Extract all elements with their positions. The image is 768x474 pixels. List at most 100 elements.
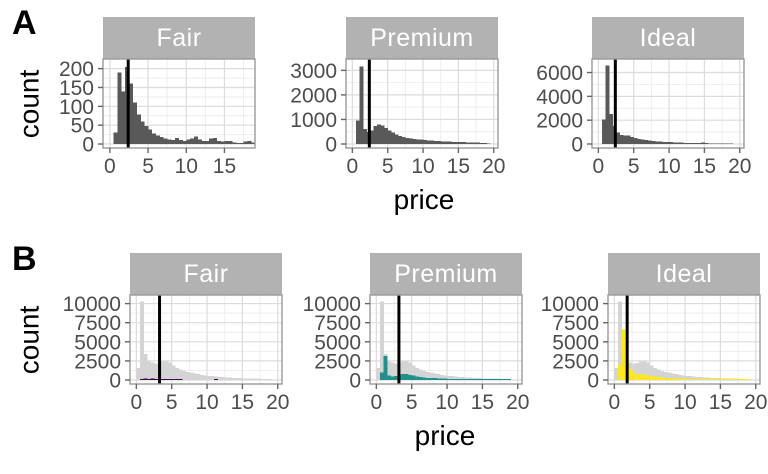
panel-row-b-label: B xyxy=(12,240,37,278)
x-tick-label: 20 xyxy=(482,155,505,178)
x-tick-label: 5 xyxy=(142,155,154,178)
y-tick-label: 10000 xyxy=(541,293,599,316)
y-tick-label: 7500 xyxy=(314,312,361,335)
x-tick-label: 20 xyxy=(506,391,529,414)
y-tick-label: 2000 xyxy=(290,84,337,107)
facet-strip-premium-b: Premium xyxy=(370,253,522,295)
x-tick-label: 5 xyxy=(166,391,178,414)
panel-border xyxy=(129,294,283,385)
panel-border xyxy=(607,294,761,385)
y-tick-label: 200 xyxy=(59,58,94,81)
x-tick-label: 10 xyxy=(657,155,680,178)
x-tick-label: 0 xyxy=(131,391,143,414)
x-tick-label: 5 xyxy=(644,391,656,414)
y-tick-label: 150 xyxy=(59,77,94,100)
y-tick-label: 0 xyxy=(82,134,94,157)
facet-strip-ideal-a: Ideal xyxy=(592,17,744,59)
y-tick-label: 7500 xyxy=(552,312,599,335)
y-tick-label: 10000 xyxy=(303,293,361,316)
panel-border xyxy=(369,294,523,385)
x-tick-label: 15 xyxy=(447,155,470,178)
y-tick-label: 10000 xyxy=(63,293,121,316)
x-tick-label: 5 xyxy=(628,155,640,178)
x-tick-label: 0 xyxy=(104,155,116,178)
y-tick-label: 100 xyxy=(59,96,94,119)
x-tick-label: 20 xyxy=(266,391,289,414)
y-tick-label: 0 xyxy=(349,370,361,393)
facet-strip-label: Ideal xyxy=(655,259,713,288)
y-tick-label: 5000 xyxy=(314,331,361,354)
y-tick-label: 0 xyxy=(587,370,599,393)
y-tick-label: 1000 xyxy=(290,109,337,132)
y-tick-label: 0 xyxy=(325,134,337,157)
facet-strip-label: Fair xyxy=(183,259,229,288)
count-axis-title-text-b: count xyxy=(13,305,44,375)
facet-strip-premium-a: Premium xyxy=(346,17,498,59)
x-tick-label: 15 xyxy=(213,155,236,178)
panel-border xyxy=(591,58,745,149)
y-tick-label: 3000 xyxy=(290,60,337,83)
x-tick-label: 0 xyxy=(609,391,621,414)
x-tick-label: 10 xyxy=(195,391,218,414)
x-tick-label: 15 xyxy=(471,391,494,414)
facet-strip-label: Premium xyxy=(394,259,498,288)
facet-strip-label: Premium xyxy=(370,23,474,52)
y-tick-label: 0 xyxy=(109,370,121,393)
x-tick-label: 0 xyxy=(593,155,605,178)
x-tick-label: 15 xyxy=(231,391,254,414)
x-tick-label: 20 xyxy=(728,155,751,178)
facet-strip-label: Fair xyxy=(156,23,202,52)
facet-strip-fair-b: Fair xyxy=(130,253,282,295)
histogram-bars xyxy=(355,66,491,144)
x-tick-label: 15 xyxy=(693,155,716,178)
x-tick-label: 0 xyxy=(347,155,359,178)
x-tick-label: 0 xyxy=(371,391,383,414)
panel-border xyxy=(102,58,256,149)
panel-row-a-label: A xyxy=(12,4,37,42)
y-tick-label: 2500 xyxy=(314,350,361,373)
price-axis-title-row-a: price xyxy=(393,184,455,215)
y-tick-label: 2500 xyxy=(552,350,599,373)
y-tick-label: 4000 xyxy=(536,86,583,109)
y-tick-label: 5000 xyxy=(552,331,599,354)
x-tick-label: 10 xyxy=(175,155,198,178)
x-tick-label: 5 xyxy=(406,391,418,414)
facet-strip-label: Ideal xyxy=(639,23,697,52)
histogram-bars xyxy=(601,65,737,144)
y-tick-label: 2500 xyxy=(74,350,121,373)
x-tick-label: 15 xyxy=(709,391,732,414)
panel-border xyxy=(345,58,499,149)
x-tick-label: 10 xyxy=(673,391,696,414)
x-tick-label: 5 xyxy=(382,155,394,178)
y-tick-label: 50 xyxy=(71,115,94,138)
y-tick-label: 5000 xyxy=(74,331,121,354)
y-tick-label: 0 xyxy=(571,134,583,157)
x-tick-label: 10 xyxy=(411,155,434,178)
x-tick-label: 20 xyxy=(744,391,767,414)
y-tick-label: 2000 xyxy=(536,110,583,133)
x-tick-label: 10 xyxy=(435,391,458,414)
facet-strip-ideal-b: Ideal xyxy=(608,253,760,295)
count-axis-title-row-b: count xyxy=(12,295,46,385)
y-tick-label: 6000 xyxy=(536,62,583,85)
price-axis-title-row-b: price xyxy=(414,420,476,451)
count-axis-title-row-a: count xyxy=(12,59,46,148)
